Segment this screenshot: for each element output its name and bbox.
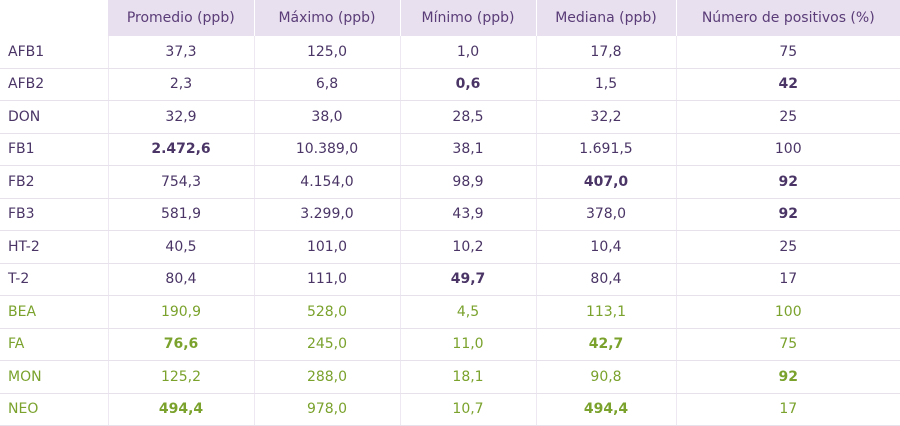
cell-maximo: 10.389,0 bbox=[253, 133, 400, 166]
cell-minimo: 10,7 bbox=[399, 393, 536, 426]
table-row: MON 125,2 288,0 18,1 90,8 92 bbox=[0, 360, 900, 394]
cell-mediana: 17,8 bbox=[535, 36, 676, 69]
cell-maximo: 6,8 bbox=[253, 68, 400, 101]
cell-mediana: 42,7 bbox=[535, 328, 676, 361]
cell-maximo: 111,0 bbox=[253, 263, 400, 296]
cell-minimo: 28,5 bbox=[399, 100, 536, 134]
row-label: DON bbox=[0, 100, 108, 134]
cell-promedio: 125,2 bbox=[107, 360, 254, 394]
header-maximo: Máximo (ppb) bbox=[253, 0, 400, 36]
cell-mediana: 80,4 bbox=[535, 263, 676, 296]
table-row: FB2 754,3 4.154,0 98,9 407,0 92 bbox=[0, 165, 900, 199]
cell-mediana: 1.691,5 bbox=[535, 133, 676, 166]
cell-positivos: 92 bbox=[675, 360, 900, 394]
cell-promedio: 2.472,6 bbox=[107, 133, 254, 166]
row-label: HT-2 bbox=[0, 230, 108, 264]
cell-promedio: 190,9 bbox=[107, 295, 254, 329]
table-row: FB3 581,9 3.299,0 43,9 378,0 92 bbox=[0, 198, 900, 231]
table-row: HT-2 40,5 101,0 10,2 10,4 25 bbox=[0, 230, 900, 264]
row-label: FB3 bbox=[0, 198, 108, 231]
cell-positivos: 17 bbox=[675, 393, 900, 426]
cell-positivos: 100 bbox=[675, 295, 900, 329]
row-label: BEA bbox=[0, 295, 108, 329]
cell-minimo: 18,1 bbox=[399, 360, 536, 394]
table-header: Promedio (ppb) Máximo (ppb) Mínimo (ppb)… bbox=[0, 0, 900, 36]
cell-positivos: 75 bbox=[675, 36, 900, 69]
table-body: AFB1 37,3 125,0 1,0 17,8 75 AFB2 2,3 6,8 0,6 1,5 42… bbox=[0, 36, 900, 426]
cell-mediana: 113,1 bbox=[535, 295, 676, 329]
cell-minimo: 98,9 bbox=[399, 165, 536, 199]
table-row: DON 32,9 38,0 28,5 32,2 25 bbox=[0, 100, 900, 134]
table-row: T-2 80,4 111,0 49,7 80,4 17 bbox=[0, 263, 900, 296]
cell-minimo: 43,9 bbox=[399, 198, 536, 231]
header-row: Promedio (ppb) Máximo (ppb) Mínimo (ppb)… bbox=[0, 0, 900, 36]
cell-minimo: 4,5 bbox=[399, 295, 536, 329]
row-label: FB2 bbox=[0, 165, 108, 199]
cell-positivos: 17 bbox=[675, 263, 900, 296]
cell-promedio: 40,5 bbox=[107, 230, 254, 264]
cell-positivos: 75 bbox=[675, 328, 900, 361]
cell-maximo: 245,0 bbox=[253, 328, 400, 361]
cell-maximo: 38,0 bbox=[253, 100, 400, 134]
cell-maximo: 125,0 bbox=[253, 36, 400, 69]
row-label: T-2 bbox=[0, 263, 108, 296]
table-row: BEA 190,9 528,0 4,5 113,1 100 bbox=[0, 295, 900, 329]
cell-mediana: 1,5 bbox=[535, 68, 676, 101]
cell-promedio: 37,3 bbox=[107, 36, 254, 69]
cell-minimo: 10,2 bbox=[399, 230, 536, 264]
cell-maximo: 528,0 bbox=[253, 295, 400, 329]
header-positivos: Número de positivos (%) bbox=[675, 0, 900, 36]
cell-minimo: 11,0 bbox=[399, 328, 536, 361]
cell-minimo: 0,6 bbox=[399, 68, 536, 101]
table-row: AFB1 37,3 125,0 1,0 17,8 75 bbox=[0, 36, 900, 69]
table-row: NEO 494,4 978,0 10,7 494,4 17 bbox=[0, 393, 900, 426]
table-row: FA 76,6 245,0 11,0 42,7 75 bbox=[0, 328, 900, 361]
cell-positivos: 100 bbox=[675, 133, 900, 166]
row-label: MON bbox=[0, 360, 108, 394]
cell-maximo: 288,0 bbox=[253, 360, 400, 394]
table-row: AFB2 2,3 6,8 0,6 1,5 42 bbox=[0, 68, 900, 101]
cell-promedio: 76,6 bbox=[107, 328, 254, 361]
header-minimo: Mínimo (ppb) bbox=[399, 0, 536, 36]
cell-positivos: 42 bbox=[675, 68, 900, 101]
cell-positivos: 92 bbox=[675, 198, 900, 231]
cell-minimo: 49,7 bbox=[399, 263, 536, 296]
row-label: AFB2 bbox=[0, 68, 108, 101]
cell-promedio: 32,9 bbox=[107, 100, 254, 134]
row-label: FA bbox=[0, 328, 108, 361]
cell-mediana: 378,0 bbox=[535, 198, 676, 231]
header-mediana: Mediana (ppb) bbox=[535, 0, 676, 36]
table-row: FB1 2.472,6 10.389,0 38,1 1.691,5 100 bbox=[0, 133, 900, 166]
cell-minimo: 38,1 bbox=[399, 133, 536, 166]
row-label: NEO bbox=[0, 393, 108, 426]
cell-mediana: 494,4 bbox=[535, 393, 676, 426]
row-label: AFB1 bbox=[0, 36, 108, 69]
cell-promedio: 2,3 bbox=[107, 68, 254, 101]
header-blank-cell bbox=[0, 0, 108, 36]
cell-positivos: 25 bbox=[675, 230, 900, 264]
header-promedio: Promedio (ppb) bbox=[108, 0, 254, 36]
cell-promedio: 494,4 bbox=[107, 393, 254, 426]
cell-maximo: 978,0 bbox=[253, 393, 400, 426]
cell-promedio: 754,3 bbox=[107, 165, 254, 199]
cell-mediana: 90,8 bbox=[535, 360, 676, 394]
cell-maximo: 4.154,0 bbox=[253, 165, 400, 199]
row-label: FB1 bbox=[0, 133, 108, 166]
cell-maximo: 3.299,0 bbox=[253, 198, 400, 231]
cell-minimo: 1,0 bbox=[399, 36, 536, 69]
cell-mediana: 10,4 bbox=[535, 230, 676, 264]
cell-positivos: 92 bbox=[675, 165, 900, 199]
cell-promedio: 80,4 bbox=[107, 263, 254, 296]
cell-maximo: 101,0 bbox=[253, 230, 400, 264]
cell-promedio: 581,9 bbox=[107, 198, 254, 231]
cell-mediana: 32,2 bbox=[535, 100, 676, 134]
cell-positivos: 25 bbox=[675, 100, 900, 134]
cell-mediana: 407,0 bbox=[535, 165, 676, 199]
